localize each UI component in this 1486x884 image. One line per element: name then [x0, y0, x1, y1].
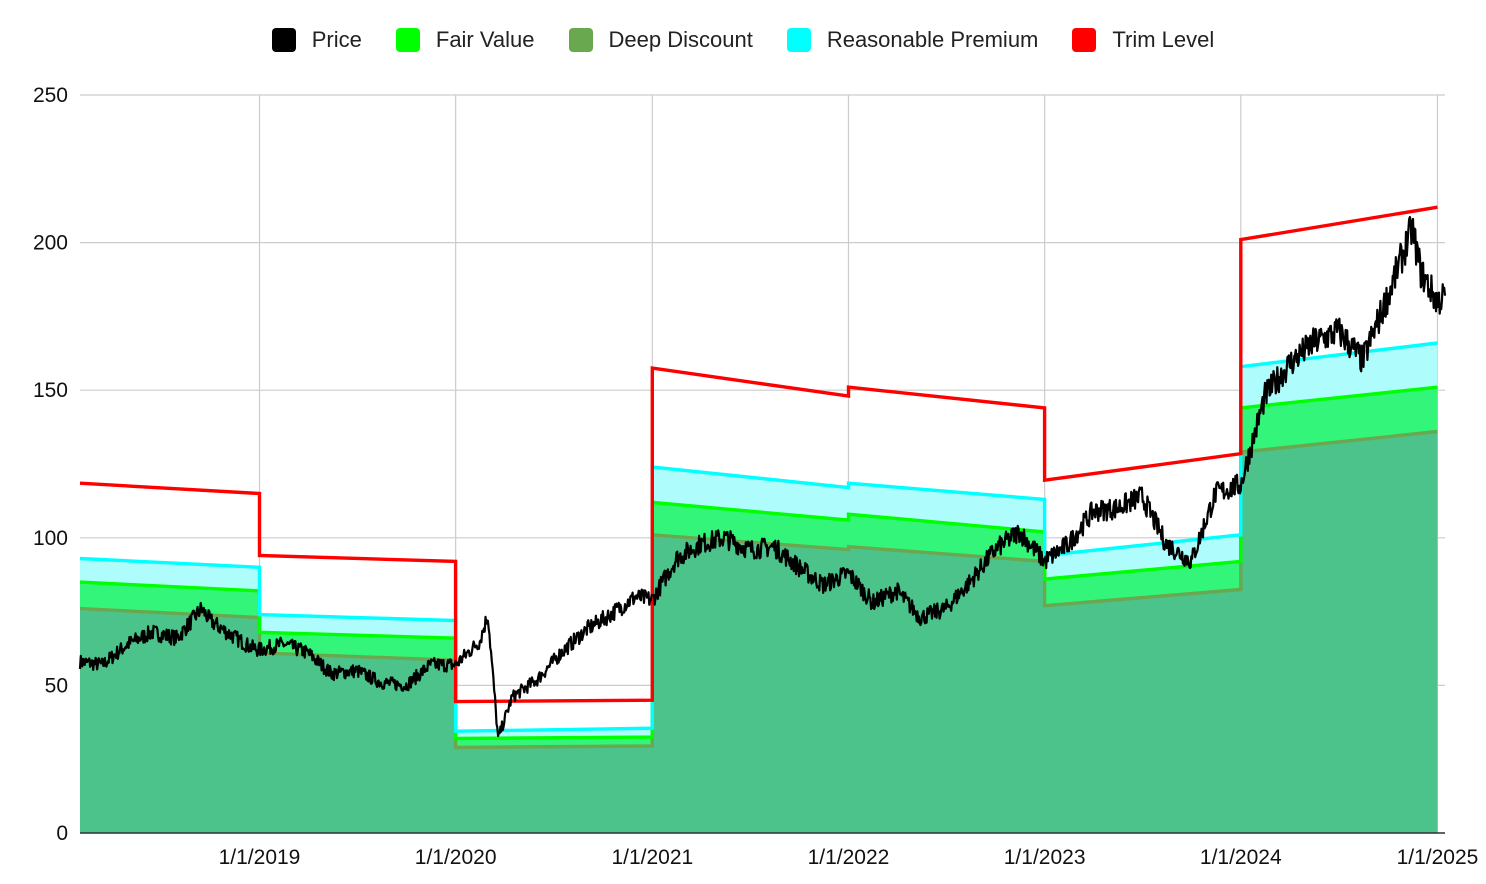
x-tick-label: 1/1/2021: [611, 846, 693, 869]
legend-item-fair-value: Fair Value: [395, 27, 535, 53]
price-line: [78, 215, 1447, 738]
reasonable-premium-area: [80, 343, 1438, 739]
legend-swatch-reasonable-premium: [786, 28, 811, 52]
legend-label-reasonable-premium: Reasonable Premium: [826, 27, 1039, 52]
y-tick-label: 150: [33, 379, 68, 402]
legend-swatch-trim-level: [1072, 28, 1097, 52]
deep-discount-area: [80, 431, 1438, 833]
legend-item-deep-discount: Deep Discount: [568, 27, 753, 53]
y-tick-label: 0: [56, 822, 68, 845]
x-tick-label: 1/1/2020: [415, 846, 497, 869]
trim-level-line: [79, 205, 1438, 704]
legend-label-fair-value: Fair Value: [435, 27, 535, 52]
valuation-bands: [80, 343, 1438, 833]
fair-value-line: [79, 385, 1438, 741]
x-tick-label: 1/1/2025: [1397, 846, 1479, 869]
legend-swatch-price: [271, 28, 296, 52]
y-tick-label: 200: [33, 232, 68, 255]
legend-label-trim-level: Trim Level: [1112, 27, 1215, 52]
legend-label-price: Price: [311, 27, 362, 52]
legend-label-deep-discount: Deep Discount: [608, 27, 753, 52]
y-tick-label: 250: [33, 84, 68, 107]
reasonable-premium-line: [79, 341, 1438, 733]
y-tick-label: 50: [45, 674, 68, 697]
axes: 0 50 100 150 200 250 1/1/2019 1/1/2020 1/1/2021 1…: [33, 84, 1478, 869]
price-series: [78, 215, 1447, 738]
chart-legend: Price Fair Value Deep Discount Reasonabl…: [0, 24, 1486, 56]
y-tick-label: 100: [33, 527, 68, 550]
x-tick-label: 1/1/2023: [1004, 846, 1086, 869]
x-tick-label: 1/1/2019: [219, 846, 301, 869]
legend-swatch-fair-value: [395, 28, 420, 52]
legend-item-reasonable-premium: Reasonable Premium: [786, 27, 1039, 53]
legend-item-trim-level: Trim Level: [1072, 27, 1214, 53]
x-tick-label: 1/1/2022: [808, 846, 890, 869]
x-tick-label: 1/1/2024: [1200, 846, 1282, 869]
legend-swatch-deep-discount: [568, 28, 593, 52]
legend-item-price: Price: [271, 27, 362, 53]
